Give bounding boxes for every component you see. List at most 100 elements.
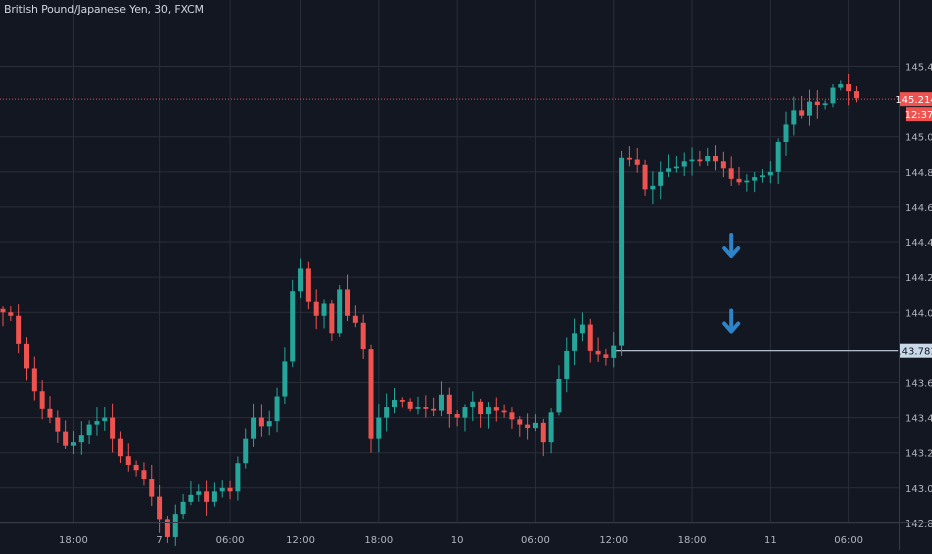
arrow-head (722, 246, 741, 259)
candle-up (658, 161, 664, 200)
candle-body (313, 301, 319, 316)
y-tick-label: 143.200 (905, 449, 932, 460)
candle-down (23, 337, 29, 381)
y-tick-label: 144.000 (905, 308, 932, 319)
candle-down (493, 397, 499, 422)
candle-body (266, 421, 272, 427)
candle-body (211, 491, 217, 502)
candle-down (423, 395, 429, 418)
candle-up (752, 171, 758, 193)
candle-down (720, 151, 726, 178)
candle-body (180, 501, 186, 515)
candle-down (446, 387, 452, 428)
y-tick-label: 143.600 (905, 378, 932, 389)
candle-body (478, 401, 484, 415)
candle-up (102, 407, 108, 431)
x-tick-label: 12:00 (286, 535, 315, 546)
candle-up (548, 408, 554, 454)
candle-up (830, 83, 836, 108)
candle-down (47, 396, 53, 424)
candle-body (666, 168, 672, 172)
candle-down (713, 145, 719, 171)
candle-body (133, 464, 139, 471)
candle-down (31, 356, 37, 401)
candle-down (117, 431, 123, 463)
candle-body (55, 417, 61, 432)
candle-down (587, 318, 593, 363)
candle-body (658, 171, 664, 186)
candle-up (760, 169, 766, 183)
candle-body (70, 442, 76, 446)
candle-up (564, 337, 570, 393)
candle-down (478, 398, 484, 428)
candle-up (298, 258, 304, 299)
candle-body (501, 410, 507, 413)
current-price-label: 145.214 (895, 95, 932, 106)
candle-body (384, 407, 390, 418)
x-tick-label: 18:00 (59, 535, 88, 546)
candle-body (446, 394, 452, 415)
candle-down (517, 416, 523, 437)
arrow-down-icon (722, 233, 741, 259)
candle-down (626, 146, 632, 167)
y-tick-label: 144.600 (905, 203, 932, 214)
candle-body (110, 417, 116, 439)
candle-down (0, 306, 6, 327)
countdown-label: 12:37 (905, 110, 932, 121)
candle-body (63, 431, 69, 446)
candle-down (305, 261, 311, 310)
candle-down (525, 413, 531, 440)
candle-down (39, 380, 45, 420)
candle-body (298, 268, 304, 292)
candle-up (579, 312, 585, 342)
candle-body (251, 417, 257, 439)
candle-body (78, 435, 84, 443)
candle-body (204, 491, 210, 502)
candle-body (509, 412, 515, 420)
candle-down (603, 348, 609, 366)
candle-down (227, 480, 233, 500)
candle-up (211, 482, 217, 507)
candle-body (705, 156, 711, 162)
candle-body (634, 159, 640, 165)
candle-body (493, 407, 499, 411)
candle-body (728, 168, 734, 179)
candle-body (102, 417, 108, 422)
candle-down (157, 484, 163, 533)
candle-down (509, 407, 515, 429)
candle-up (290, 279, 296, 368)
candle-down (149, 464, 155, 507)
candle-body (540, 422, 546, 443)
arrow-head (722, 321, 741, 334)
candle-up (282, 347, 288, 405)
candle-up (384, 393, 390, 432)
candle-body (532, 422, 538, 429)
x-tick-label: 06:00 (834, 535, 863, 546)
candle-up (775, 138, 781, 184)
candle-body (806, 101, 812, 116)
candle-down (258, 404, 264, 437)
candle-up (666, 154, 672, 177)
candle-body (196, 491, 202, 495)
candle-up (673, 155, 679, 173)
candles (0, 73, 859, 546)
candle-body (0, 308, 6, 313)
candle-up (783, 111, 789, 156)
candle-body (282, 361, 288, 397)
candle-body (548, 412, 554, 443)
candle-up (619, 150, 625, 356)
candle-body (8, 312, 14, 316)
candle-up (376, 404, 382, 453)
candle-body (31, 368, 37, 392)
candle-up (838, 80, 844, 91)
candle-body (188, 494, 194, 502)
level-price-badge (900, 343, 932, 358)
candle-body (360, 322, 366, 350)
candle-body (94, 421, 100, 425)
current-price-badge (900, 92, 932, 107)
candle-body (642, 164, 648, 190)
candle-up (392, 388, 397, 414)
